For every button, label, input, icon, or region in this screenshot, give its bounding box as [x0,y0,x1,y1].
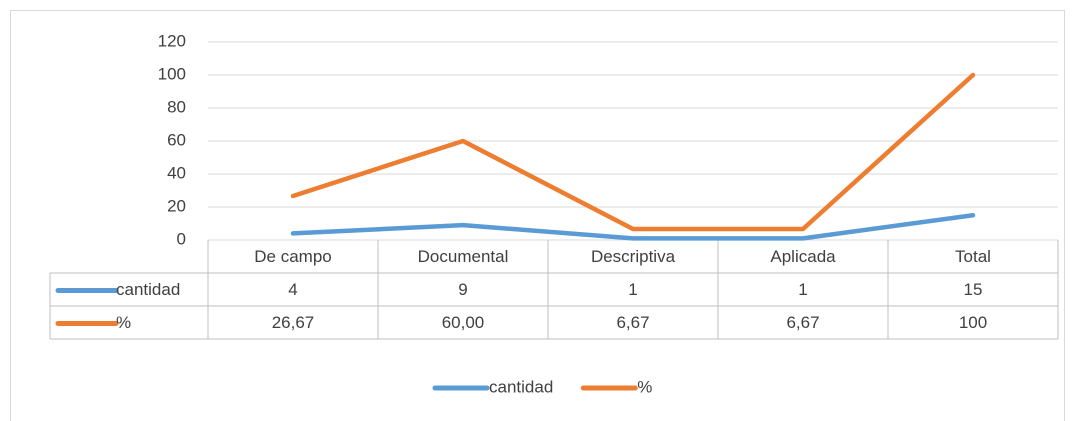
x-tick-label: Total [955,247,991,266]
table-value: 26,67 [272,313,315,332]
y-tick-label: 20 [167,196,186,215]
legend-label: cantidad [489,377,553,396]
chart-frame [10,10,1065,421]
table-value: 6,67 [616,313,649,332]
table-value: 100 [959,313,987,332]
table-value: 1 [798,280,807,299]
table-value: 4 [288,280,297,299]
table-value: 15 [964,280,983,299]
table-value: 9 [458,280,467,299]
legend-label: % [637,377,652,396]
table-value: 60,00 [442,313,485,332]
y-tick-label: 0 [177,229,186,248]
x-tick-label: De campo [254,247,331,266]
table-value: 6,67 [786,313,819,332]
y-tick-label: 120 [158,31,186,50]
table-series-name: % [116,313,131,332]
y-tick-label: 80 [167,97,186,116]
series-line [290,213,976,241]
table-value: 1 [628,280,637,299]
x-tick-label: Aplicada [770,247,836,266]
x-tick-label: Documental [418,247,509,266]
series-line [290,72,976,232]
y-tick-label: 40 [167,163,186,182]
y-tick-label: 60 [167,130,186,149]
y-tick-label: 100 [158,64,186,83]
table-series-name: cantidad [116,280,180,299]
x-tick-label: Descriptiva [591,247,676,266]
